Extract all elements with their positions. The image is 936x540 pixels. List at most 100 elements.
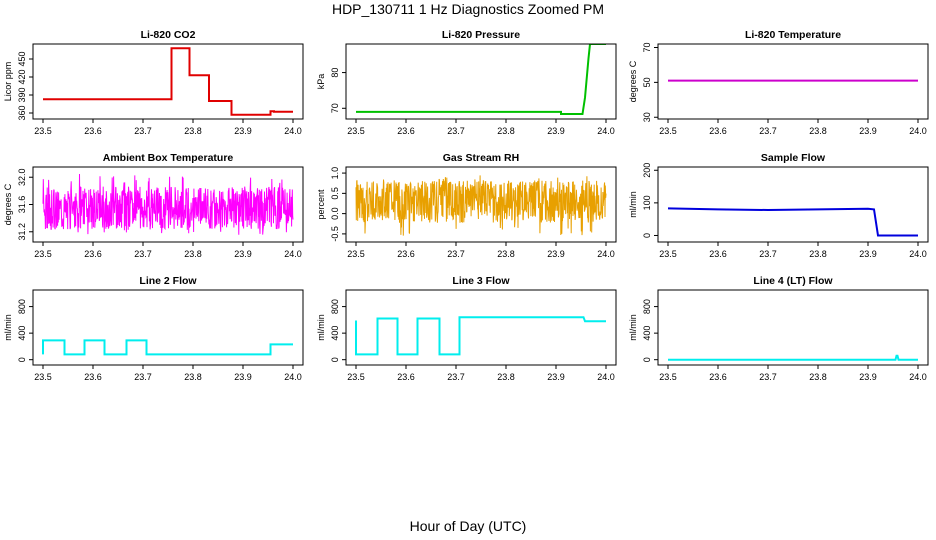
x-tick-label: 23.9	[547, 249, 565, 259]
y-tick-label: 70	[642, 42, 652, 52]
panel-title: Gas Stream RH	[443, 152, 519, 164]
y-tick-label: 800	[330, 299, 340, 314]
y-tick-label: 200	[642, 163, 652, 178]
y-tick-label: 0.0	[330, 207, 340, 220]
y-axis-label: ml/min	[628, 191, 638, 218]
y-tick-label: 800	[17, 299, 27, 314]
plot-box	[345, 166, 617, 243]
x-tick-label: 23.6	[84, 126, 102, 136]
x-tick-label: 23.8	[809, 372, 827, 382]
x-tick-label: 23.7	[447, 126, 465, 136]
plot-box	[32, 43, 304, 120]
x-tick-label: 23.7	[134, 126, 152, 136]
x-tick-label: 23.7	[134, 249, 152, 259]
y-tick-label: 0	[17, 357, 27, 362]
x-tick-label: 23.7	[447, 249, 465, 259]
x-tick-label: 23.8	[809, 126, 827, 136]
series-line	[42, 173, 294, 235]
x-tick-label: 24.0	[597, 372, 615, 382]
y-axis-label: Licor ppm	[3, 62, 13, 102]
y-tick-label: 50	[642, 77, 652, 87]
x-tick-label: 23.8	[184, 126, 202, 136]
series-line	[355, 175, 607, 236]
x-tick-label: 23.5	[34, 249, 52, 259]
y-axis-label: ml/min	[628, 314, 638, 341]
x-tick-label: 23.5	[659, 249, 677, 259]
plot-box	[657, 43, 929, 120]
y-tick-label: 400	[642, 326, 652, 341]
x-tick-label: 23.8	[184, 372, 202, 382]
x-tick-label: 23.6	[709, 372, 727, 382]
x-tick-label: 23.9	[859, 249, 877, 259]
x-tick-label: 23.9	[859, 126, 877, 136]
x-tick-label: 23.5	[659, 126, 677, 136]
x-tick-label: 24.0	[909, 249, 927, 259]
x-tick-label: 23.5	[347, 372, 365, 382]
x-tick-label: 24.0	[284, 249, 302, 259]
x-tick-label: 23.5	[34, 372, 52, 382]
x-tick-label: 24.0	[597, 249, 615, 259]
x-tick-label: 23.6	[397, 372, 415, 382]
y-tick-label: 450	[17, 51, 27, 66]
x-tick-label: 23.9	[234, 249, 252, 259]
x-tick-label: 23.8	[184, 249, 202, 259]
y-tick-label: 400	[330, 326, 340, 341]
y-axis-label: ml/min	[3, 314, 13, 341]
x-tick-label: 23.8	[809, 249, 827, 259]
panel-title: Sample Flow	[761, 152, 826, 164]
y-tick-label: 30	[642, 112, 652, 122]
panel-4: Ambient Box Temperature degrees C 23.5 23.6…	[3, 152, 304, 259]
x-tick-label: 23.8	[497, 249, 515, 259]
y-tick-label: 360	[17, 105, 27, 120]
panel-title: Li-820 Temperature	[745, 29, 841, 41]
plot-box	[345, 289, 617, 366]
panel-9: Line 4 (LT) Flow ml/min 23.5 23.6 23.7 23.8 23…	[628, 275, 929, 382]
y-tick-label: -0.5	[330, 226, 340, 242]
x-tick-label: 23.6	[397, 126, 415, 136]
series-line	[667, 207, 918, 237]
y-tick-label: 1.0	[330, 167, 340, 180]
x-tick-label: 23.5	[347, 249, 365, 259]
x-axis-label: Hour of Day (UTC)	[409, 518, 527, 534]
y-tick-label: 0	[330, 357, 340, 362]
y-tick-label: 100	[642, 195, 652, 210]
x-tick-label: 23.6	[709, 126, 727, 136]
x-tick-label: 23.5	[347, 126, 365, 136]
series-line	[42, 339, 293, 356]
x-tick-label: 23.7	[447, 372, 465, 382]
y-tick-label: 420	[17, 69, 27, 84]
panel-2: Li-820 Pressure kPa 23.5 23.6 23.7 23.8 23.9 24…	[316, 29, 617, 136]
y-axis-label: kPa	[316, 74, 326, 90]
x-tick-label: 23.7	[759, 126, 777, 136]
panel-8: Line 3 Flow ml/min 23.5 23.6 23.7 23.8 23.9 24.…	[316, 275, 617, 382]
y-tick-label: 800	[642, 299, 652, 314]
panel-title: Ambient Box Temperature	[103, 152, 234, 164]
x-tick-label: 23.5	[34, 126, 52, 136]
panel-title: Line 2 Flow	[139, 275, 197, 287]
panel-7: Line 2 Flow ml/min 23.5 23.6 23.7 23.8 23.9 24.…	[3, 275, 304, 382]
x-tick-label: 23.6	[709, 249, 727, 259]
x-tick-label: 23.9	[234, 126, 252, 136]
x-tick-label: 23.9	[234, 372, 252, 382]
y-tick-label: 80	[330, 68, 340, 78]
y-tick-label: 31.2	[17, 223, 27, 241]
series-line	[355, 316, 606, 356]
x-tick-label: 23.8	[497, 126, 515, 136]
panel-5: Gas Stream RH percent 23.5 23.6 23.7 23.8 23.9…	[316, 152, 617, 259]
x-tick-label: 23.6	[397, 249, 415, 259]
y-tick-label: 400	[17, 326, 27, 341]
y-tick-label: 0	[642, 233, 652, 238]
plot-box	[657, 289, 929, 366]
x-tick-label: 24.0	[284, 126, 302, 136]
y-tick-label: 390	[17, 87, 27, 102]
panel-6: Sample Flow ml/min 23.5 23.6 23.7 23.8 23.9 24.…	[628, 152, 929, 259]
y-axis-label: degrees C	[3, 183, 13, 225]
x-tick-label: 23.6	[84, 372, 102, 382]
plot-box	[345, 43, 617, 120]
panel-3: Li-820 Temperature degrees C 23.5 23.6 23.7 2…	[628, 29, 929, 136]
plot-box	[32, 289, 304, 366]
y-tick-label: 70	[330, 103, 340, 113]
panel-title: Line 3 Flow	[452, 275, 510, 287]
